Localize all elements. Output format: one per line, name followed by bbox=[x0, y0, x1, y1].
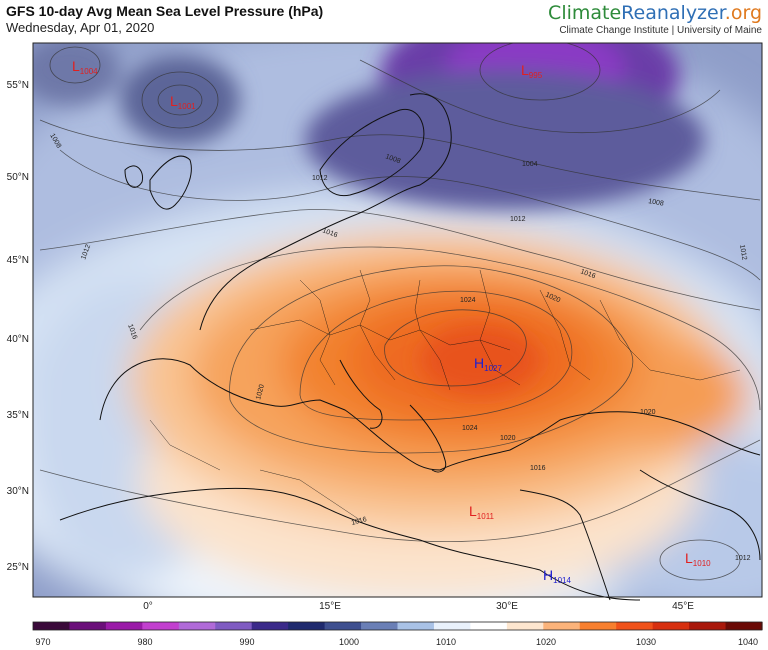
colorbar-swatch bbox=[470, 622, 508, 630]
colorbar-tick: 1030 bbox=[636, 637, 656, 647]
lon-label: 15°E bbox=[319, 601, 341, 612]
colorbar-swatch bbox=[652, 622, 690, 630]
isobar-label: 1020 bbox=[255, 384, 266, 401]
high-pressure-marker[interactable]: H1027 bbox=[474, 355, 502, 373]
isobar-label: 1020 bbox=[640, 409, 656, 416]
lat-label: 55°N bbox=[7, 80, 29, 91]
pressure-centers: L1004 L1001 L995 H1027 L1011 H1014 L1010 bbox=[72, 58, 711, 585]
pressure-field bbox=[33, 43, 762, 597]
colorbar-tick: 1020 bbox=[536, 637, 556, 647]
isobar-label: 1016 bbox=[351, 516, 368, 527]
lat-label: 35°N bbox=[7, 410, 29, 421]
colorbar-tick: 1000 bbox=[339, 637, 359, 647]
isobar-label: 1016 bbox=[321, 227, 338, 239]
isobar-label: 1012 bbox=[312, 175, 328, 182]
colorbar-swatch bbox=[689, 622, 727, 630]
colorbar-swatch bbox=[324, 622, 362, 630]
colorbar-swatch bbox=[506, 622, 544, 630]
colorbar-tick: 1010 bbox=[436, 637, 456, 647]
low-pressure-marker[interactable]: L1004 bbox=[72, 58, 98, 76]
longitude-axis: 0° 15°E 30°E 45°E bbox=[143, 601, 694, 612]
isobar-label: 1012 bbox=[510, 216, 526, 223]
isobar-label: 1020 bbox=[500, 435, 516, 442]
colorbar-swatches bbox=[33, 622, 763, 630]
colorbar-swatch bbox=[33, 622, 71, 630]
coastlines bbox=[59, 93, 761, 601]
isobar-label: 1012 bbox=[735, 555, 751, 562]
lon-label: 45°E bbox=[672, 601, 694, 612]
low-pressure-marker[interactable]: L1010 bbox=[685, 550, 711, 568]
colorbar-swatch bbox=[397, 622, 435, 630]
colorbar-swatch bbox=[215, 622, 253, 630]
isobar-label: 1008 bbox=[384, 153, 401, 165]
lat-label: 50°N bbox=[7, 172, 29, 183]
colorbar-tick: 970 bbox=[35, 637, 50, 647]
isobar-label: 1024 bbox=[462, 425, 478, 432]
colorbar-swatch bbox=[178, 622, 216, 630]
high-pressure-marker[interactable]: H1014 bbox=[543, 567, 571, 585]
lat-label: 45°N bbox=[7, 255, 29, 266]
brand-subtitle: Climate Change Institute | University of… bbox=[559, 25, 762, 36]
map-frame bbox=[32, 42, 763, 598]
isobar-label: 1012 bbox=[738, 244, 748, 261]
colorbar-frame bbox=[32, 621, 763, 631]
colorbar-swatch bbox=[105, 622, 143, 630]
isobar-label: 1016 bbox=[126, 323, 138, 340]
latitude-axis: 55°N 50°N 45°N 40°N 35°N 30°N 25°N bbox=[7, 80, 29, 573]
colorbar-tick: 1040 bbox=[738, 637, 758, 647]
isobar-label: 1012 bbox=[80, 244, 92, 261]
colorbar-swatch bbox=[616, 622, 654, 630]
brand-logo[interactable]: ClimateReanalyzer.org Climate Change Ins… bbox=[548, 2, 762, 36]
isobar-label: 1016 bbox=[530, 465, 546, 472]
map-date: Wednesday, Apr 01, 2020 bbox=[6, 20, 155, 35]
map-title: GFS 10-day Avg Mean Sea Level Pressure (… bbox=[6, 3, 324, 19]
lon-label: 0° bbox=[143, 601, 153, 612]
header: GFS 10-day Avg Mean Sea Level Pressure (… bbox=[0, 0, 768, 40]
colorbar-swatch bbox=[579, 622, 617, 630]
colorbar-tick: 990 bbox=[239, 637, 254, 647]
lat-label: 30°N bbox=[7, 486, 29, 497]
brand-name: ClimateReanalyzer.org bbox=[548, 2, 762, 24]
isobar-lines bbox=[39, 43, 761, 581]
colorbar-swatch bbox=[433, 622, 471, 630]
colorbar-swatch bbox=[251, 622, 289, 630]
low-pressure-marker[interactable]: L1011 bbox=[469, 503, 495, 521]
low-pressure-marker[interactable]: L995 bbox=[521, 62, 543, 80]
isobar-label: 1016 bbox=[579, 268, 596, 280]
colorbar-swatch bbox=[725, 622, 763, 630]
colorbar-tick: 980 bbox=[137, 637, 152, 647]
isobar-label: 1024 bbox=[460, 297, 476, 304]
lon-label: 30°E bbox=[496, 601, 518, 612]
colorbar-swatch bbox=[69, 622, 107, 630]
colorbar-ticks: 970 980 990 1000 1010 1020 1030 1040 bbox=[35, 637, 758, 647]
country-borders bbox=[149, 269, 741, 521]
isobar-label: 1004 bbox=[522, 161, 538, 168]
isobar-label: 1008 bbox=[648, 198, 665, 208]
colorbar: 970 980 990 1000 1010 1020 1030 1040 bbox=[32, 621, 763, 647]
low-pressure-marker[interactable]: L1001 bbox=[170, 93, 196, 111]
lat-label: 40°N bbox=[7, 334, 29, 345]
colorbar-swatch bbox=[142, 622, 180, 630]
lat-label: 25°N bbox=[7, 562, 29, 573]
pressure-map: 55°N 50°N 45°N 40°N 35°N 30°N 25°N 0° 15… bbox=[7, 42, 763, 612]
colorbar-swatch bbox=[543, 622, 581, 630]
colorbar-swatch bbox=[361, 622, 399, 630]
colorbar-swatch bbox=[288, 622, 326, 630]
